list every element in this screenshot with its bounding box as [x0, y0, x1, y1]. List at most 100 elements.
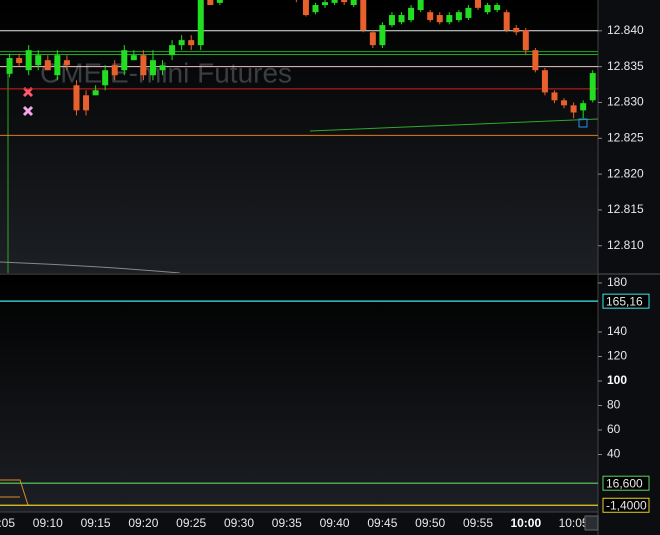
y-tick-label: 180 — [607, 275, 627, 289]
x-tick-label: 09:35 — [272, 516, 302, 530]
candle-body — [92, 90, 99, 96]
x-tick-label: 09:55 — [463, 516, 493, 530]
candle-body — [159, 65, 166, 71]
candle-body — [197, 0, 204, 46]
y-tick-label: 12.830 — [607, 95, 644, 109]
x-tick-label: 10:05 — [559, 516, 589, 530]
candle-body — [25, 50, 32, 71]
x-tick-label: 09:25 — [176, 516, 206, 530]
candle-body — [455, 12, 462, 21]
candle-body — [341, 0, 348, 3]
x-tick-label: 09:30 — [224, 516, 254, 530]
x-tick-label: 09:10 — [33, 516, 63, 530]
curve — [0, 261, 181, 273]
x-tick-label: 10:00 — [510, 516, 541, 530]
indicator-panel — [0, 275, 598, 512]
marker — [22, 105, 34, 117]
main-panel — [0, 0, 598, 273]
candle-body — [216, 0, 223, 3]
candle-body — [388, 15, 395, 26]
y-tick-label: 60 — [607, 422, 621, 436]
candle-body — [522, 30, 529, 51]
candle-body — [207, 0, 214, 6]
candle-body — [130, 55, 137, 61]
watermark: CME E-mini Futures — [40, 57, 292, 88]
value-label: 165,16 — [606, 294, 643, 308]
y-tick-label: 80 — [607, 398, 621, 412]
candle-body — [369, 32, 376, 46]
value-label-box — [602, 497, 650, 513]
y-tick-label: 12.840 — [607, 23, 644, 37]
candle-body — [73, 85, 80, 111]
candle-body — [111, 65, 118, 76]
candle-body — [350, 0, 357, 6]
y-tick-label: 140 — [607, 324, 627, 338]
candle-body — [427, 12, 434, 21]
candle-body — [561, 100, 568, 106]
x-tick-label: 09:45 — [367, 516, 397, 530]
candle-body — [484, 5, 491, 13]
y-tick-label: 12.810 — [607, 238, 644, 252]
candle-body — [83, 95, 90, 111]
main-plot — [0, 0, 598, 273]
x-tick-label: 09:15 — [81, 516, 111, 530]
candle-body — [54, 55, 61, 76]
candle-body — [331, 0, 338, 3]
candle-body — [589, 73, 596, 101]
y-tick-label: 120 — [607, 349, 627, 363]
icon — [578, 118, 588, 128]
x-tick-label: 09:40 — [320, 516, 350, 530]
candle-body — [16, 58, 23, 64]
value-label: -1,4000 — [606, 498, 647, 512]
candle-body — [570, 105, 577, 113]
indicator-plot — [0, 300, 598, 506]
candle-body — [302, 0, 309, 16]
candle-body — [102, 70, 109, 86]
candle-body — [503, 12, 510, 31]
candle-body — [35, 55, 42, 66]
price-axis — [598, 0, 660, 535]
value-label-box — [602, 475, 650, 491]
candle-body — [178, 40, 185, 46]
candle-body — [6, 58, 13, 74]
time-axis — [0, 512, 598, 535]
y-tick-label: 100 — [607, 373, 627, 387]
y-tick-label: 12.815 — [607, 202, 644, 216]
candle-body — [44, 60, 51, 71]
value-label: 16,600 — [606, 476, 643, 490]
candle-body — [436, 15, 443, 23]
x-tick-label: 09:50 — [415, 516, 445, 530]
candle-body — [398, 15, 405, 23]
value-label-box — [602, 293, 650, 309]
y-tick-label: 12.825 — [607, 130, 644, 144]
candle-body — [322, 2, 329, 6]
y-tick-label: 12.820 — [607, 166, 644, 180]
candle-body — [149, 60, 156, 76]
candle-body — [494, 5, 501, 11]
indicator-trace — [0, 479, 29, 506]
candle-body — [551, 92, 558, 101]
candle-body — [532, 50, 539, 71]
candle-body — [513, 27, 520, 33]
candle-body — [408, 7, 415, 21]
trend-line — [309, 118, 598, 132]
candle-body — [417, 0, 424, 11]
candle-body — [465, 7, 472, 18]
candle-body — [360, 0, 367, 31]
candle-body — [140, 55, 147, 76]
y-tick-label: 12.835 — [607, 59, 644, 73]
scroll-button[interactable] — [584, 515, 599, 531]
y-tick-label: 40 — [607, 447, 621, 461]
candle-body — [446, 15, 453, 23]
candle-body — [580, 103, 587, 111]
candle-body — [188, 40, 195, 46]
candle-body — [541, 70, 548, 93]
x-tick-label: 09:05 — [0, 516, 15, 530]
candle-body — [63, 60, 70, 66]
candle-body — [475, 0, 481, 8]
candle-body — [379, 25, 386, 46]
candle-body — [312, 5, 319, 13]
candle-body — [169, 45, 176, 56]
